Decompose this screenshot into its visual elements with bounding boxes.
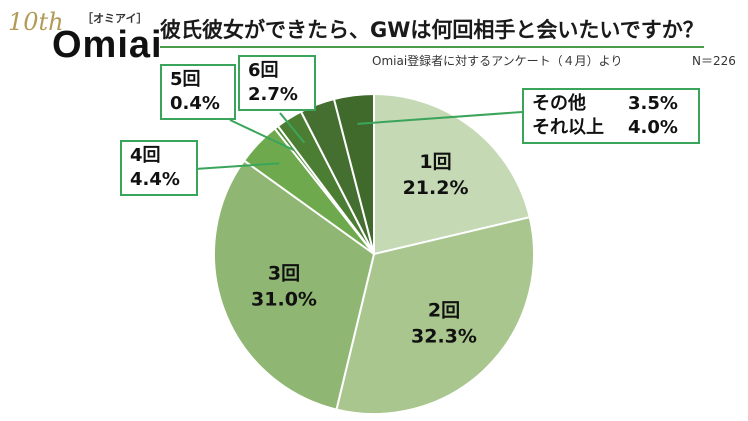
slice-value-inner-2: 32.3% <box>411 325 477 347</box>
leader-line-6 <box>279 112 306 144</box>
slice-label-4: 4回 <box>130 145 161 166</box>
callout-other-more: その他 3.5% それ以上 4.0% <box>522 88 700 144</box>
slice-value-inner-1: 21.2% <box>403 177 469 199</box>
chart-subtitle: Omiai登録者に対するアンケート（４月）より <box>372 54 623 68</box>
logo-wordmark: Omiai <box>52 24 163 66</box>
pie-slice-2 <box>335 215 535 415</box>
callout-5-times: 5回 0.4% <box>160 64 236 120</box>
slice-value-4: 4.4% <box>130 169 180 190</box>
pie-slice-1 <box>373 92 531 256</box>
slice-label-5: 5回 <box>170 69 201 90</box>
slice-value-inner-3: 31.0% <box>251 288 317 310</box>
omiai-logo: 10th ［オミアイ］ Omiai <box>8 6 162 76</box>
pie-slice-3 <box>213 159 376 411</box>
slice-label-more: それ以上 <box>532 117 604 138</box>
callout-6-times: 6回 2.7% <box>238 55 316 111</box>
sample-size-label: N＝226 <box>692 54 736 68</box>
slice-value-other: 3.5% <box>628 93 678 114</box>
leader-line-5 <box>229 119 295 151</box>
chart-title: 彼氏彼女ができたら、GWは何回相手と会いたいですか？ <box>160 14 704 48</box>
callout-4-times: 4回 4.4% <box>120 140 198 196</box>
leader-line-more <box>357 111 523 125</box>
slice-label-inner-1: 1回 <box>419 151 451 173</box>
more-row: それ以上 4.0% <box>532 116 690 140</box>
pie-slice-more <box>332 92 375 255</box>
other-row: その他 3.5% <box>532 92 690 116</box>
slice-label-other: その他 <box>532 93 586 114</box>
logo-anniversary: 10th <box>8 8 64 36</box>
slice-label-inner-2: 2回 <box>428 299 460 321</box>
slice-value-more: 4.0% <box>628 117 678 138</box>
slice-value-5: 0.4% <box>170 93 220 114</box>
logo-kana: ［オミアイ］ <box>82 12 148 25</box>
slice-label-6: 6回 <box>248 60 279 81</box>
slice-value-6: 2.7% <box>248 84 298 105</box>
slice-label-inner-3: 3回 <box>268 262 300 284</box>
